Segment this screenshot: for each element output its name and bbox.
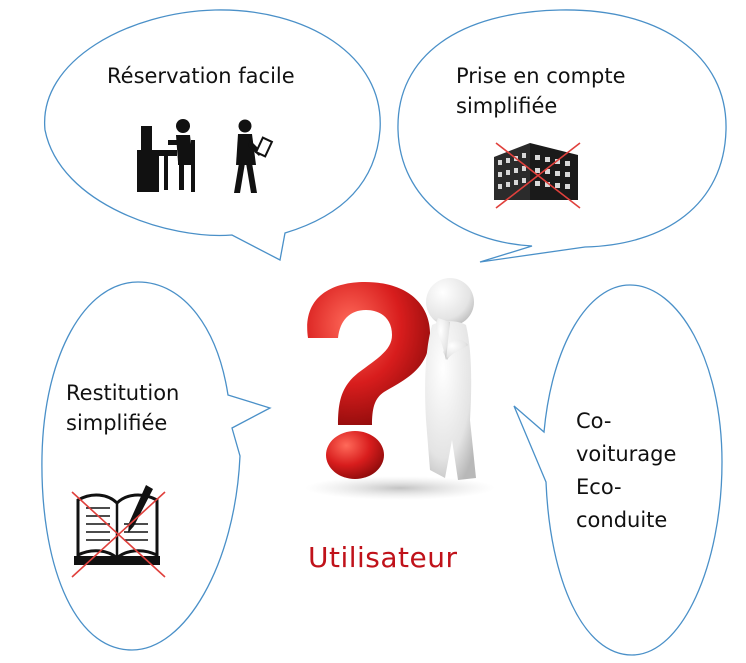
prise-en-compte-line2: simplifiée <box>456 94 558 118</box>
reservation-label: Réservation facile <box>107 61 295 91</box>
covoiturage-label: Co- voiturage Eco- conduite <box>576 405 676 537</box>
thinking-figure-with-question-mark-icon <box>305 278 495 500</box>
reservation-label-text: Réservation facile <box>107 64 295 88</box>
center-title: Utilisateur <box>308 541 458 574</box>
speech-bubble-left <box>41 281 272 651</box>
covoiturage-line2: voiturage <box>576 442 677 466</box>
restitution-line2: simplifiée <box>66 411 168 435</box>
restitution-label: Restitution simplifiée <box>66 378 179 438</box>
crossed-out-building-icon <box>494 142 581 209</box>
prise-en-compte-line1: Prise en compte <box>456 64 626 88</box>
person-at-desk-icon <box>137 119 195 192</box>
covoiturage-line1: Co- <box>576 409 612 433</box>
covoiturage-line3: Eco- <box>576 475 622 499</box>
restitution-line1: Restitution <box>66 381 180 405</box>
walking-person-with-phone-icon <box>234 119 274 193</box>
crossed-out-book-with-pen-icon <box>71 485 166 578</box>
speech-bubble-right <box>513 284 723 656</box>
covoiturage-line4: conduite <box>576 508 668 532</box>
prise-en-compte-label: Prise en compte simplifiée <box>456 61 626 121</box>
speech-bubble-top-left <box>44 9 381 261</box>
speech-bubble-top-right <box>397 9 727 263</box>
